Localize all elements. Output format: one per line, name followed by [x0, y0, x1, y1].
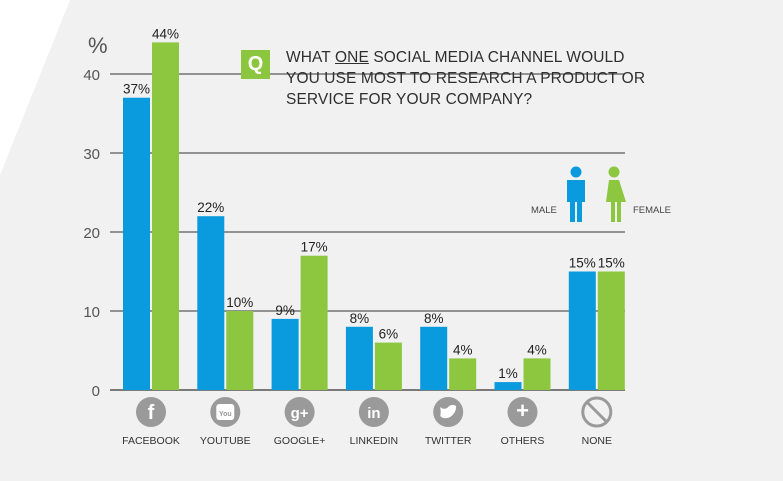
svg-text:g+: g+ — [291, 405, 309, 422]
data-label: 15% — [598, 256, 625, 271]
question-line1-prefix: WHAT — [286, 49, 336, 66]
category-label-linkedin: LINKEDIN — [350, 435, 398, 447]
female-icon — [606, 166, 626, 222]
bar-male-others — [494, 382, 522, 390]
data-label: 8% — [350, 311, 370, 326]
y-tick-label: 10 — [83, 304, 100, 321]
svg-text:in: in — [367, 405, 380, 422]
google-plus-icon: g+ — [284, 397, 315, 427]
bar-male-twitter — [420, 326, 448, 390]
question-line1-suffix: SOCIAL MEDIA CHANNEL WOULD — [368, 49, 625, 66]
y-tick-label: 20 — [83, 225, 100, 242]
data-label: 6% — [379, 327, 399, 342]
bar-male-youtube — [197, 216, 225, 390]
bar-male-google-plus — [271, 318, 299, 390]
category-label-google-plus: GOOGLE+ — [274, 435, 326, 447]
category-label-youtube: YOUTUBE — [200, 435, 251, 447]
y-axis-label: % — [88, 33, 108, 58]
data-label: 22% — [197, 200, 224, 215]
youtube-icon: You — [210, 397, 241, 427]
bar-female-twitter — [449, 358, 477, 390]
legend-male-label: MALE — [531, 205, 557, 216]
bar-male-linkedin — [345, 326, 373, 390]
data-label: 1% — [498, 366, 518, 381]
data-label: 10% — [226, 295, 253, 310]
none-icon — [581, 396, 613, 428]
bar-female-others — [523, 358, 551, 390]
plus-icon: + — [507, 397, 538, 427]
question-badge: Q — [241, 50, 270, 79]
category-label-none: NONE — [582, 435, 612, 447]
legend-female-label: FEMALE — [633, 205, 672, 216]
data-label: 4% — [527, 342, 547, 357]
svg-text:f: f — [148, 402, 155, 424]
y-tick-label: 30 — [83, 146, 100, 163]
data-label: 15% — [569, 256, 596, 271]
svg-text:You: You — [219, 411, 232, 418]
bar-female-google-plus — [300, 255, 328, 390]
data-label: 44% — [152, 26, 179, 41]
bar-female-linkedin — [374, 342, 402, 390]
data-label: 37% — [123, 82, 150, 97]
data-label: 9% — [275, 303, 295, 318]
category-label-facebook: FACEBOOK — [122, 435, 180, 447]
y-tick-label: 0 — [92, 383, 100, 400]
svg-text:+: + — [516, 398, 529, 423]
question-line1-emphasis: ONE — [335, 49, 369, 66]
bar-female-facebook — [152, 42, 179, 391]
data-label: 4% — [453, 342, 473, 357]
bar-male-facebook — [123, 97, 150, 390]
y-tick-label: 40 — [83, 67, 100, 84]
facebook-icon: f — [136, 397, 166, 427]
twitter-icon — [433, 397, 464, 427]
data-label: 8% — [424, 311, 444, 326]
bar-female-youtube — [226, 311, 254, 390]
question-line2: YOU USE MOST TO RESEARCH A PRODUCT OR — [286, 70, 646, 87]
linkedin-icon: in — [358, 397, 389, 427]
male-icon — [567, 166, 585, 222]
bar-female-none — [597, 271, 625, 390]
question-line3: SERVICE FOR YOUR COMPANY? — [286, 91, 533, 108]
question-title: WHAT ONE SOCIAL MEDIA CHANNEL WOULD YOU … — [286, 47, 646, 110]
data-label: 17% — [301, 240, 328, 255]
category-label-twitter: TWITTER — [425, 435, 472, 447]
category-label-others: OTHERS — [501, 435, 545, 447]
bar-male-none — [568, 271, 596, 390]
